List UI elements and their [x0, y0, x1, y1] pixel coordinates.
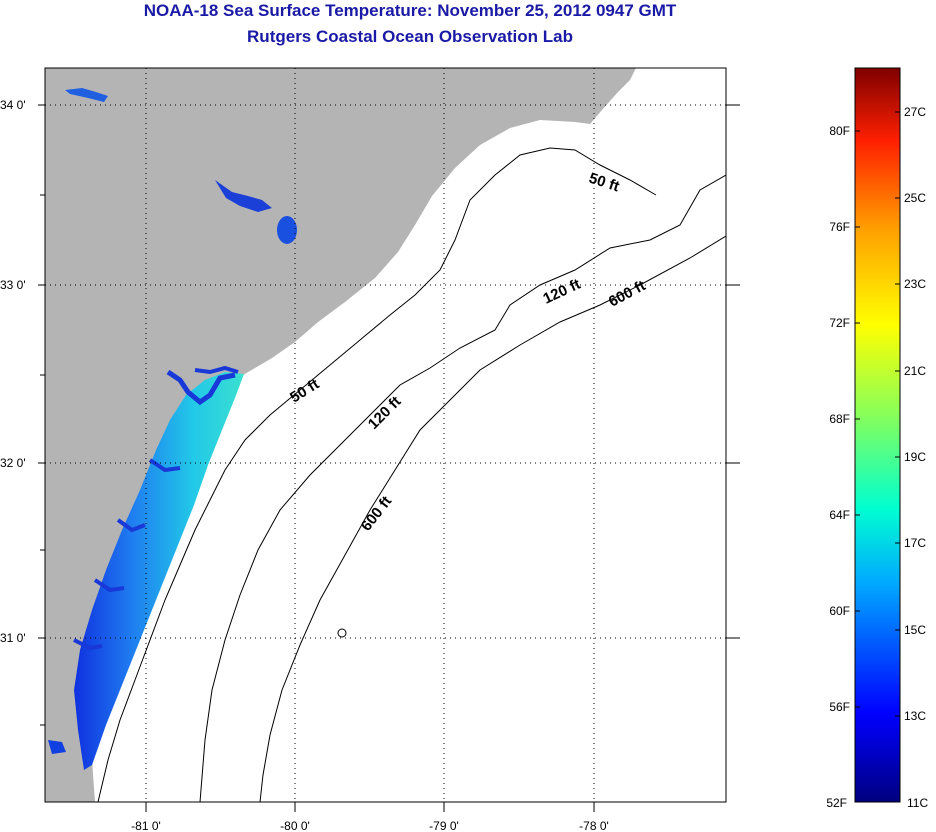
colorbar-label-80f: 80F: [829, 124, 850, 138]
colorbar-label-15c: 15C: [904, 623, 926, 637]
map-subtitle: Rutgers Coastal Ocean Observation Lab: [247, 27, 573, 46]
colorbar-label-52f: 52F: [826, 796, 847, 810]
map-panel: 50 ft 120 ft 600 ft 50 ft 120 ft 600 ft: [45, 68, 726, 802]
lon-label-81: -81 0': [131, 819, 161, 832]
colorbar-label-72f: 72F: [829, 316, 850, 330]
colorbar-label-17c: 17C: [904, 536, 926, 550]
lat-label-31: 31 0': [0, 631, 26, 645]
colorbar-label-60f: 60F: [829, 604, 850, 618]
axis-ticks: [38, 104, 740, 812]
colorbar-label-64f: 64F: [829, 508, 850, 522]
lake-south: [48, 740, 66, 754]
colorbar-label-68f: 68F: [829, 412, 850, 426]
estuary-2: [194, 365, 239, 375]
colorbar-f-ticks: [855, 111, 900, 717]
lat-label-34: 34 0': [0, 98, 26, 112]
colorbar-label-56f: 56F: [829, 700, 850, 714]
lake-moultrie: [215, 180, 272, 212]
colorbar-label-19c: 19C: [904, 450, 926, 464]
lat-label-33: 33 0': [0, 278, 26, 292]
colorbar-gradient: [854, 67, 901, 803]
map-title: NOAA-18 Sea Surface Temperature: Novembe…: [143, 1, 677, 20]
contour-seamount: [337, 628, 347, 638]
colorbar-label-21c: 21C: [904, 364, 926, 378]
colorbar-label-76f: 76F: [829, 220, 850, 234]
colorbar-label-25c: 25C: [904, 191, 926, 205]
colorbar-label-23c: 23C: [904, 277, 926, 291]
lat-label-32: 32 0': [0, 456, 26, 470]
contour-600ft: [259, 235, 726, 802]
colorbar-label-27c: 27C: [904, 105, 926, 119]
estuary-1: [166, 369, 236, 406]
land-area: [45, 68, 636, 802]
map-frame: [44, 67, 727, 803]
colorbar-label-11c: 11C: [907, 796, 928, 810]
estuary-5: [93, 578, 125, 593]
colorbar-label-13c: 13C: [904, 709, 926, 723]
lon-label-79: -79 0': [429, 819, 459, 832]
lon-label-78: -78 0': [579, 819, 609, 832]
lake-marion: [277, 216, 297, 244]
graticule: [45, 68, 726, 802]
contour-120ft: [199, 174, 726, 802]
sst-coastal-band: [74, 372, 244, 770]
lon-label-80: -80 0': [280, 819, 310, 832]
estuary-4: [116, 518, 146, 533]
contour-50ft: [97, 147, 657, 802]
lake-north: [65, 88, 108, 102]
temperature-colorbar: 80F 76F 72F 68F 64F 60F 56F 52F 27C 25C …: [826, 67, 928, 810]
estuary-6: [73, 638, 103, 651]
